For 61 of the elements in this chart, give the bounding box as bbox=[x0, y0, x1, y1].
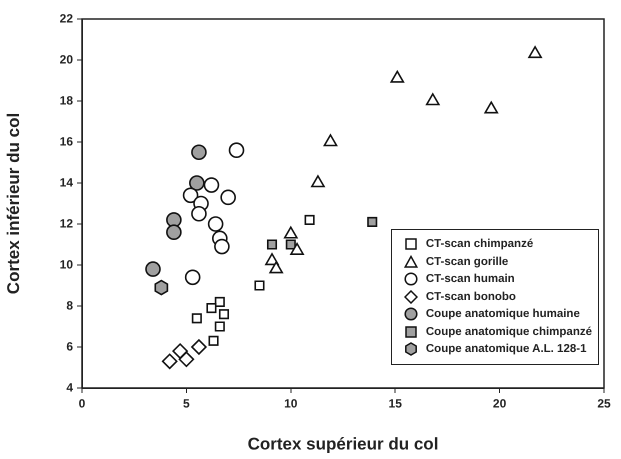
point bbox=[324, 134, 338, 146]
point bbox=[426, 93, 440, 106]
point bbox=[204, 177, 220, 193]
point bbox=[182, 188, 198, 204]
legend-label: Coupe anatomique humaine bbox=[426, 308, 580, 320]
x-tick-label: 25 bbox=[597, 396, 611, 411]
point bbox=[166, 224, 182, 240]
point bbox=[228, 142, 244, 158]
point bbox=[528, 46, 542, 58]
point bbox=[184, 270, 200, 286]
point bbox=[286, 239, 296, 250]
legend-label: CT-scan humain bbox=[426, 273, 515, 286]
x-tick-label: 10 bbox=[284, 396, 298, 411]
point bbox=[214, 238, 230, 254]
y-tick-label: 6 bbox=[66, 339, 74, 354]
point bbox=[192, 313, 202, 324]
point bbox=[189, 175, 205, 191]
point bbox=[484, 101, 498, 114]
y-tick-label: 16 bbox=[60, 134, 74, 148]
legend-label: CT-scan gorille bbox=[426, 256, 508, 268]
point bbox=[162, 354, 178, 370]
legend-label: Coupe anatomique chimpanzé bbox=[426, 326, 592, 338]
legend-label: CT-scan bonobo bbox=[426, 290, 516, 303]
point bbox=[145, 261, 161, 277]
point bbox=[208, 336, 219, 346]
x-tick-label: 15 bbox=[388, 396, 402, 411]
y-tick-label: 10 bbox=[60, 257, 74, 272]
point bbox=[367, 216, 378, 227]
point bbox=[154, 280, 168, 296]
point bbox=[311, 175, 325, 188]
y-tick-label: 4 bbox=[66, 380, 74, 394]
point bbox=[172, 343, 188, 359]
legend-label: Coupe anatomique A.L. 128-1 bbox=[426, 343, 586, 356]
point bbox=[284, 226, 298, 239]
point bbox=[178, 352, 194, 368]
x-tick-label: 0 bbox=[78, 396, 86, 411]
y-tick-label: 14 bbox=[60, 175, 74, 190]
y-axis-title: Cortex inférieur du col bbox=[4, 112, 23, 294]
point bbox=[304, 214, 315, 225]
x-tick-label: 5 bbox=[183, 396, 190, 411]
point bbox=[254, 280, 265, 291]
legend-label: CT-scan chimpanzé bbox=[426, 238, 534, 250]
y-tick-label: 12 bbox=[60, 216, 74, 230]
point bbox=[191, 206, 207, 222]
point bbox=[191, 339, 207, 355]
y-tick-label: 20 bbox=[60, 52, 74, 66]
x-tick-label: 20 bbox=[492, 396, 507, 411]
point bbox=[218, 309, 230, 320]
y-tick-label: 18 bbox=[60, 93, 74, 108]
point bbox=[206, 303, 216, 314]
point bbox=[191, 144, 207, 160]
point bbox=[390, 70, 404, 83]
point bbox=[214, 296, 225, 307]
y-tick-label: 22 bbox=[60, 11, 74, 26]
point bbox=[166, 212, 182, 228]
y-tick-label: 8 bbox=[66, 298, 74, 312]
point bbox=[266, 239, 278, 250]
point bbox=[220, 190, 236, 206]
point bbox=[214, 321, 225, 332]
point bbox=[208, 216, 224, 232]
x-axis-title: Cortex supérieur du col bbox=[248, 434, 438, 454]
